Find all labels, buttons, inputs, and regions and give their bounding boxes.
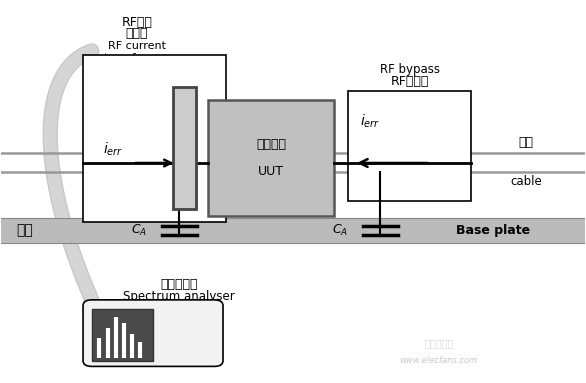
Text: $C_A$: $C_A$ — [332, 223, 349, 238]
Text: $C_A$: $C_A$ — [131, 223, 147, 238]
Text: 基板: 基板 — [16, 223, 33, 237]
Text: www.elecfans.com: www.elecfans.com — [400, 356, 478, 365]
Text: 电子发烧友: 电子发烧友 — [424, 339, 454, 349]
Bar — [349, 91, 471, 201]
Bar — [173, 87, 196, 209]
Text: 频谱分析仪: 频谱分析仪 — [161, 278, 198, 291]
Bar — [92, 309, 153, 361]
Text: Base plate: Base plate — [456, 224, 530, 237]
Bar — [83, 55, 226, 222]
Text: RF bypass: RF bypass — [380, 63, 440, 76]
Text: RF电流: RF电流 — [121, 16, 152, 29]
Text: RF旁路器: RF旁路器 — [390, 75, 429, 88]
Bar — [1, 218, 585, 243]
Text: $i_{err}$: $i_{err}$ — [104, 141, 124, 159]
Text: $i_{err}$: $i_{err}$ — [360, 113, 380, 130]
Text: UUT: UUT — [258, 165, 284, 178]
Text: Spectrum analyser: Spectrum analyser — [124, 290, 235, 303]
Text: cable: cable — [510, 175, 542, 188]
FancyBboxPatch shape — [83, 300, 223, 367]
Text: transformer: transformer — [104, 53, 170, 64]
Text: 变送器: 变送器 — [126, 27, 148, 40]
Text: 被测单元: 被测单元 — [256, 138, 286, 151]
Text: RF current: RF current — [108, 41, 166, 51]
Text: 线缆: 线缆 — [519, 136, 534, 149]
Bar — [209, 100, 334, 216]
